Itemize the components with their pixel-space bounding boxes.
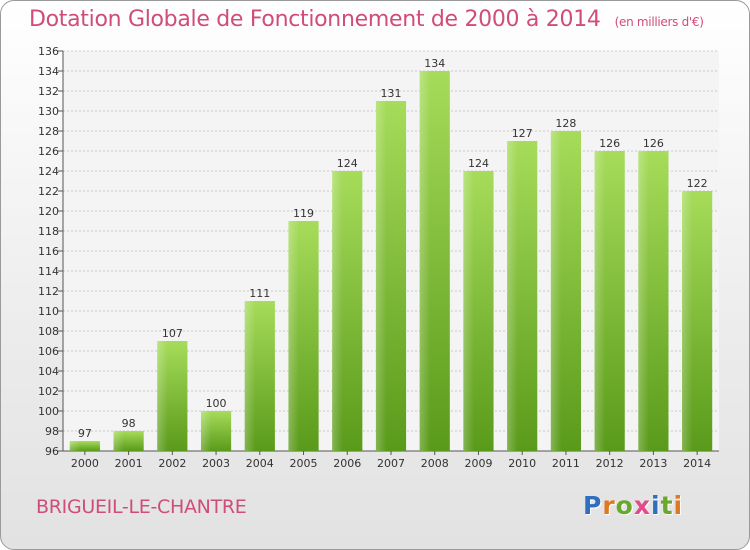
bar-highlight	[200, 411, 212, 451]
x-tick-label: 2012	[596, 457, 624, 470]
bar-highlight	[463, 171, 474, 451]
bar-value-label: 126	[599, 137, 620, 150]
bar-highlight	[682, 191, 693, 451]
x-tick-label: 2007	[377, 457, 405, 470]
x-tick-label: 2014	[683, 457, 711, 470]
y-tick-label: 108	[38, 325, 59, 338]
x-tick-label: 2009	[464, 457, 492, 470]
bar-value-label: 97	[78, 427, 92, 440]
bar-value-label: 134	[424, 57, 445, 70]
y-tick-label: 116	[38, 245, 59, 258]
x-tick-label: 2011	[552, 457, 580, 470]
y-tick-label: 104	[38, 365, 59, 378]
y-tick-label: 120	[38, 205, 59, 218]
y-tick-label: 136	[38, 45, 59, 58]
x-tick-label: 2003	[202, 457, 230, 470]
commune-name: BRIGUEIL-LE-CHANTRE	[36, 496, 247, 518]
y-tick-label: 122	[38, 185, 59, 198]
bar-highlight	[69, 441, 81, 451]
x-tick-label: 2013	[639, 457, 667, 470]
chart-title-text: Dotation Globale de Fonctionnement de 20…	[29, 7, 601, 32]
bar-value-label: 127	[512, 127, 533, 140]
bar-highlight	[550, 131, 562, 451]
x-tick-label: 2004	[246, 457, 274, 470]
bar-value-label: 128	[555, 117, 576, 130]
bar-highlight	[244, 301, 256, 451]
bar-highlight	[375, 101, 387, 451]
bar-value-label: 119	[293, 207, 314, 220]
y-tick-label: 126	[38, 145, 59, 158]
y-tick-label: 110	[38, 305, 59, 318]
bar-highlight	[594, 151, 606, 451]
x-tick-label: 2001	[115, 457, 143, 470]
bar-highlight	[157, 341, 168, 451]
y-tick-label: 118	[38, 225, 59, 238]
y-tick-label: 124	[38, 165, 59, 178]
bar-value-label: 107	[162, 327, 183, 340]
x-tick-label: 2005	[290, 457, 318, 470]
bar-value-label: 124	[468, 157, 489, 170]
y-tick-label: 102	[38, 385, 59, 398]
x-tick-label: 2002	[158, 457, 186, 470]
y-tick-label: 98	[45, 425, 59, 438]
y-tick-label: 112	[38, 285, 59, 298]
x-tick-label: 2006	[333, 457, 361, 470]
y-tick-label: 114	[38, 265, 59, 278]
y-tick-label: 128	[38, 125, 59, 138]
y-tick-label: 100	[38, 405, 59, 418]
bar-highlight	[288, 221, 300, 451]
y-tick-label: 96	[45, 445, 59, 458]
bar-value-label: 98	[122, 417, 136, 430]
y-tick-label: 130	[38, 105, 59, 118]
bar-value-label: 111	[249, 287, 270, 300]
x-tick-label: 2010	[508, 457, 536, 470]
bar-value-label: 124	[337, 157, 358, 170]
x-tick-label: 2000	[71, 457, 99, 470]
bar-highlight	[113, 431, 125, 451]
x-tick-label: 2008	[421, 457, 449, 470]
proxiti-logo: Proxiti	[583, 491, 684, 520]
bar-highlight	[638, 151, 649, 451]
y-tick-label: 134	[38, 65, 59, 78]
bar-highlight	[507, 141, 518, 451]
bar-value-label: 122	[687, 177, 708, 190]
bar-highlight	[419, 71, 431, 451]
chart-subtitle: (en milliers d'€)	[614, 15, 704, 29]
chart-title: Dotation Globale de Fonctionnement de 20…	[29, 7, 704, 32]
y-tick-label: 106	[38, 345, 59, 358]
y-tick-label: 132	[38, 85, 59, 98]
bar	[69, 441, 100, 451]
bar-highlight	[332, 171, 343, 451]
bar-value-label: 100	[206, 397, 227, 410]
bar-value-label: 126	[643, 137, 664, 150]
bar-value-label: 131	[381, 87, 402, 100]
